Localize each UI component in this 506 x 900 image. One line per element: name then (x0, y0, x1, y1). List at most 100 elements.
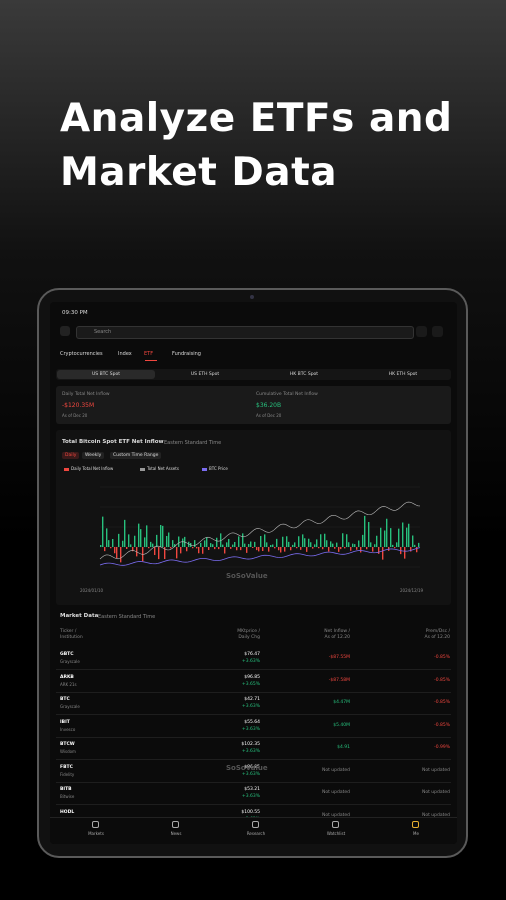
ticker: BTC (60, 697, 70, 702)
range-button[interactable]: Daily (62, 452, 80, 459)
net-inflow: Not updated (321, 790, 350, 795)
search-placeholder: Search (94, 329, 112, 335)
x-end-label: 2024/12/19 (400, 588, 424, 593)
institution: Grayscale (60, 704, 80, 709)
table-header: Net Inflow / (324, 629, 350, 634)
legend-label: Daily Total Net Inflow (71, 466, 114, 471)
tab[interactable]: ETF (144, 351, 154, 357)
icon-button[interactable] (416, 326, 427, 337)
table-header: Ticker / (60, 629, 77, 634)
institution: ARK 21s (60, 681, 77, 687)
row-divider (56, 714, 451, 715)
card-date: As of Dec 20 (256, 413, 282, 418)
watermark: SoSoValue (226, 764, 268, 772)
institution: Invesco (60, 726, 76, 732)
nav-label[interactable]: Watchlist (326, 831, 346, 836)
x-start-label: 2024/01/10 (80, 588, 104, 593)
subtab[interactable]: US BTC Spot (92, 372, 120, 377)
camera (250, 295, 254, 299)
institution: Wisdom (60, 749, 76, 754)
ticker: IBIT (60, 719, 70, 725)
ticker: FBTC (60, 764, 73, 770)
subtab-active (57, 370, 155, 379)
row-divider (56, 804, 451, 805)
price: $42.71 (244, 697, 260, 702)
nav-label[interactable]: News (170, 831, 182, 836)
subtab[interactable]: US ETH Spot (190, 372, 220, 377)
institution: Grayscale (60, 659, 80, 664)
ticker: BITB (60, 787, 72, 792)
legend-label: Total Net Assets (147, 466, 179, 471)
daily-change: +3.63% (241, 771, 260, 777)
row-divider (56, 736, 451, 737)
status-time: 09:30 PM (62, 310, 88, 316)
net-inflow: $4.47M (333, 700, 350, 705)
nav-icon[interactable] (92, 821, 99, 828)
premium: Not updated (421, 767, 450, 773)
nav-icon[interactable] (172, 821, 179, 828)
watermark: SoSoValue (226, 572, 268, 580)
net-inflow: $5.40M (333, 722, 350, 728)
market-title: Market Data (60, 613, 99, 619)
daily-change: +3.63% (241, 749, 260, 754)
nav-icon[interactable] (252, 821, 259, 828)
table-header: Prem/Dsc / (425, 629, 450, 634)
tab[interactable]: Fundraising (172, 351, 201, 357)
market-timezone: Eastern Standard Time (98, 614, 156, 620)
legend-swatch (202, 468, 207, 471)
nav-icon[interactable] (412, 821, 419, 828)
institution: Fidelity (60, 771, 75, 777)
premium: Not updated (421, 790, 450, 795)
card-label: Daily Total Net Inflow (62, 392, 110, 397)
legend-swatch (140, 468, 145, 471)
daily-change: +3.65% (241, 681, 260, 687)
nav-label[interactable]: Research (246, 831, 266, 836)
price: $86.85 (244, 764, 260, 770)
net-inflow: -$87.58M (328, 677, 350, 683)
row-divider (56, 781, 451, 782)
nav-label[interactable]: Me (413, 831, 419, 836)
row-divider (56, 759, 451, 760)
legend-label: BTC Price (209, 466, 228, 471)
table-header: Daily Chg (238, 635, 260, 640)
headline-line: Market Data (60, 150, 338, 195)
price: $76.47 (244, 652, 260, 657)
row-divider (56, 669, 451, 670)
range-button[interactable]: Weekly (82, 452, 105, 459)
tab[interactable]: Cryptocurrencies (60, 351, 103, 357)
net-inflow: $4.91 (337, 745, 350, 750)
chart-decoration (100, 515, 420, 547)
tab[interactable]: Index (118, 351, 132, 357)
nav-icon[interactable] (332, 821, 339, 828)
search-box[interactable] (76, 326, 414, 339)
row-divider (56, 691, 451, 692)
range-button[interactable]: Custom Time Range (110, 452, 162, 459)
subtab[interactable]: HK ETH Spot (388, 372, 418, 377)
ticker: ARKB (60, 674, 74, 680)
price: $96.85 (244, 674, 260, 680)
net-inflow: -$87.55M (328, 655, 350, 660)
table-header: As of 12.20 (424, 635, 450, 640)
premium: -0.85% (434, 700, 450, 705)
price: $100.55 (241, 809, 260, 815)
chart-decoration (99, 547, 421, 566)
app-screen: 09:30 PM Search Cryptocurrencies Index ETF… (50, 302, 457, 844)
bottom-nav (50, 817, 457, 844)
net-inflow: Not updated (321, 767, 350, 773)
ticker: HODL (60, 809, 75, 815)
icon-button[interactable] (432, 326, 443, 337)
nav-label[interactable]: Markets (88, 831, 104, 836)
ticker: BTCW (60, 742, 75, 747)
subtab[interactable]: HK BTC Spot (289, 372, 319, 377)
premium: -0.85% (434, 677, 450, 683)
chart-plot (99, 486, 421, 568)
premium: -0.85% (434, 722, 450, 728)
chart-title: Total Bitcoin Spot ETF Net Inflow (62, 439, 164, 445)
premium: -0.99% (434, 745, 450, 750)
daily-change: +3.63% (241, 704, 260, 709)
headline: Analyze ETFs and Market Data (60, 92, 452, 200)
premium: Not updated (421, 812, 450, 818)
table-header: Institution (60, 635, 83, 640)
card-value: $36.20B (256, 402, 282, 409)
